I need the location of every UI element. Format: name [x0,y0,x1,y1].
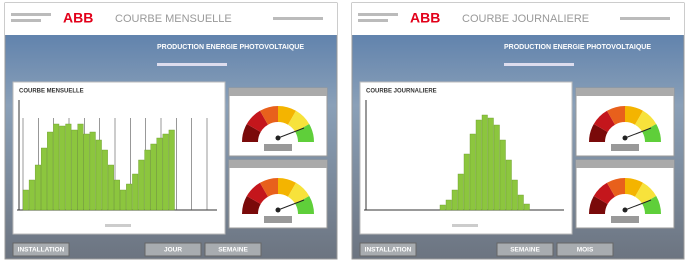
bar [440,205,446,210]
gauge-title [229,160,327,168]
bar [500,140,506,210]
button-label[interactable]: SEMAINE [218,247,248,254]
bar [512,180,518,210]
heading: PRODUCTION ENERGIE PHOTOVOLTAIQUE [157,44,304,51]
bar [488,118,494,210]
bar [29,180,35,210]
bar [470,134,476,210]
bar [23,190,29,210]
bar [53,124,59,210]
bar [151,144,157,210]
subheading [504,63,574,66]
header-note [11,19,41,22]
bar [59,126,65,210]
bar [126,184,132,210]
subheading [157,63,227,66]
bar [458,174,464,210]
bar [524,204,530,210]
button-label[interactable]: INSTALLATION [18,247,65,254]
bar [132,174,138,210]
bar [163,134,169,210]
bar [47,132,53,210]
logo: ABB [410,10,440,26]
chart-title: COURBE JOURNALIERE [366,89,437,95]
gauge-readout [264,144,292,151]
page-title: COURBE JOURNALIERE [462,13,589,25]
bar [102,150,108,210]
gauge-hub [623,136,628,141]
header-note [358,13,398,16]
gauge-title [229,88,327,96]
bar [72,130,78,210]
button-label[interactable]: SEMAINE [510,247,540,254]
page-title: COURBE MENSUELLE [115,13,232,25]
logo: ABB [63,10,93,26]
bar [157,138,163,210]
bar [78,124,84,210]
bar [66,124,72,210]
header-note [11,13,51,16]
button-label[interactable]: INSTALLATION [365,247,412,254]
gauge-title [576,160,674,168]
bar [506,160,512,210]
bar [169,130,175,210]
bar [35,165,41,210]
bar [108,165,114,210]
chart-title: COURBE MENSUELLE [19,89,84,95]
bar [482,115,488,210]
gauge-hub [623,208,628,213]
gauge-readout [611,216,639,223]
bar [464,154,470,210]
bar [494,125,500,210]
heading: PRODUCTION ENERGIE PHOTOVOLTAIQUE [504,44,651,51]
bar [84,134,90,210]
bar [90,132,96,210]
gauge-readout [611,144,639,151]
axis-caption [452,224,478,227]
axis-caption [105,224,131,227]
bar [96,140,102,210]
bar [446,200,452,210]
header-note [358,19,388,22]
bar [41,148,47,210]
bar [145,150,151,210]
gauge-hub [276,208,281,213]
screenshot: ABB COURBE MENSUELLE PRODUCTION ENERGIE PH… [0,0,686,262]
bar [476,120,482,210]
gauge-title [576,88,674,96]
bar [452,190,458,210]
gauge-readout [264,216,292,223]
gauge-hub [276,136,281,141]
button-label[interactable]: JOUR [164,247,182,254]
bar [518,195,524,210]
header-date [620,17,670,20]
header-date [273,17,323,20]
button-label[interactable]: MOIS [577,247,594,254]
bar [139,160,145,210]
bar [114,180,120,210]
bar [120,190,126,210]
